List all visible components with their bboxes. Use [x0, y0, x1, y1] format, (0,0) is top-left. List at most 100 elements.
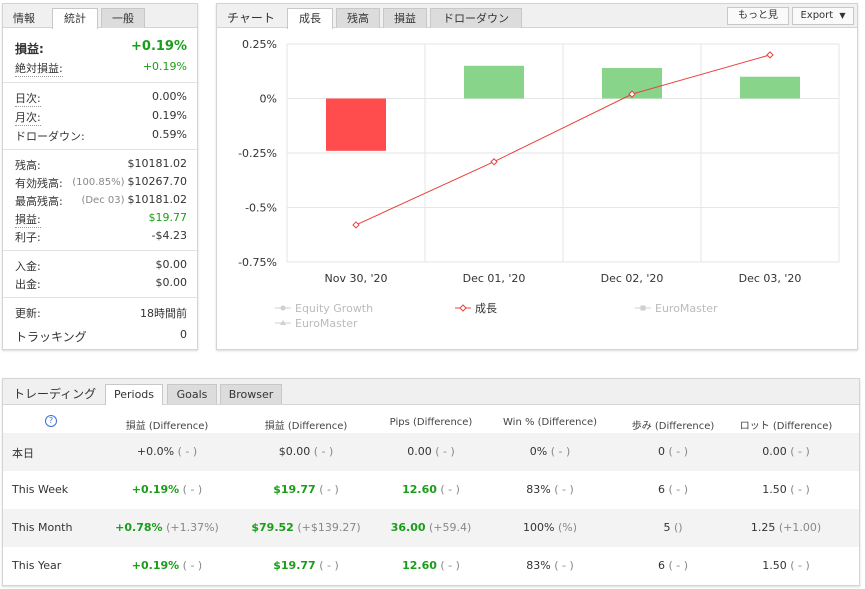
interest-value: -$4.23: [151, 229, 187, 242]
tab-balance[interactable]: 残高: [336, 8, 380, 28]
y-tick-label: 0.25%: [242, 38, 277, 51]
y-tick-label: -0.25%: [238, 147, 277, 160]
abs-gain-label[interactable]: 絶対損益:: [15, 62, 63, 77]
cell-difference: ( - ): [790, 445, 810, 458]
cell-difference: ( - ): [440, 559, 460, 572]
cell-difference: ( - ): [319, 483, 339, 496]
daily-label[interactable]: 日次:: [15, 92, 41, 107]
highest-row: 最高残高: (Dec 03) $10181.02: [15, 193, 187, 210]
cell-difference: ( - ): [182, 483, 203, 496]
table-cell: 5 (): [603, 521, 743, 534]
table-cell: 0% ( - ): [480, 445, 620, 458]
cell-difference: (+59.4): [429, 521, 472, 534]
table-cell: $79.52 (+$139.27): [236, 521, 376, 534]
x-tick-label: Dec 03, '20: [739, 272, 802, 285]
legend-label[interactable]: EuroMaster: [295, 317, 358, 330]
column-header[interactable]: Pips (Difference): [389, 417, 473, 428]
legend-marker: [459, 304, 467, 312]
cell-value: 6: [657, 559, 665, 572]
table-cell: $19.77 ( - ): [236, 483, 376, 496]
drawdown-row: ドローダウン: 0.59%: [15, 128, 187, 145]
data-point: [766, 51, 774, 59]
table-cell: 1.25 (+1.00): [716, 521, 856, 534]
column-header[interactable]: Win % (Difference): [503, 417, 597, 428]
chart-title: チャート: [227, 11, 275, 25]
tab-drawdown[interactable]: ドローダウン: [430, 8, 522, 28]
daily-row: 日次: 0.00%: [15, 90, 187, 107]
export-button[interactable]: Export ▼: [792, 7, 854, 25]
trading-title: トレーディング: [13, 387, 97, 401]
help-icon[interactable]: ?: [45, 415, 57, 427]
profit-label[interactable]: 損益:: [15, 213, 41, 228]
highest-value: $10181.02: [127, 193, 188, 206]
profit-row: 損益: $19.77: [15, 211, 187, 228]
tab-growth[interactable]: 成長: [287, 8, 333, 29]
legend-label[interactable]: Equity Growth: [295, 302, 373, 315]
x-tick-label: Nov 30, '20: [325, 272, 388, 285]
table-cell: 1.50 ( - ): [716, 559, 856, 572]
divider: [3, 297, 199, 298]
monthly-label[interactable]: 月次:: [15, 111, 41, 126]
equity-row: 有効残高: (100.85%) $10267.70: [15, 175, 187, 192]
cell-difference: ( - ): [668, 483, 689, 496]
cell-value: +0.78%: [115, 521, 163, 534]
table-cell: 6 ( - ): [603, 559, 743, 572]
legend-label[interactable]: 成長: [475, 302, 497, 315]
cell-value: 36.00: [390, 521, 426, 534]
cell-value: 0%: [529, 445, 548, 458]
tracking-value: 0: [180, 328, 187, 341]
row-label: This Week: [12, 483, 69, 496]
column-header[interactable]: 損益 (Difference): [125, 421, 209, 432]
cell-value: $79.52: [251, 521, 294, 534]
table-cell: 36.00 (+59.4): [361, 521, 501, 534]
withdrawals-value: $0.00: [155, 276, 188, 289]
tab-periods[interactable]: Periods: [105, 384, 163, 405]
tab-goals[interactable]: Goals: [167, 384, 217, 404]
tab-stats[interactable]: 統計: [52, 8, 98, 29]
cell-value: 83%: [526, 559, 551, 572]
cell-difference: ( - ): [313, 445, 334, 458]
growth-chart: 0.25% 0% -0.25% -0.5% -0.75% Nov 30, '20 Dec 0…: [238, 38, 840, 330]
data-point: [628, 90, 636, 98]
table-cell: 1.50 ( - ): [716, 483, 856, 496]
x-tick-label: Dec 02, '20: [601, 272, 664, 285]
table-cell: 12.60 ( - ): [361, 559, 501, 572]
tab-info-title[interactable]: 情報: [13, 12, 35, 25]
cell-value: 100%: [523, 521, 555, 534]
tab-profit[interactable]: 損益: [383, 8, 427, 28]
cell-value: 12.60: [402, 483, 437, 496]
table-cell: 0.00 ( - ): [361, 445, 501, 458]
y-tick-label: -0.5%: [245, 202, 277, 215]
column-header[interactable]: 損益 (Difference): [264, 421, 348, 432]
cell-difference: (+1.37%): [166, 521, 219, 534]
table-cell: 0 ( - ): [603, 445, 743, 458]
cell-value: 0.00: [407, 445, 432, 458]
withdrawals-label: 出金:: [15, 278, 41, 291]
table-cell: +0.19% ( - ): [97, 483, 237, 496]
more-button[interactable]: もっと見: [727, 7, 789, 25]
tracking-row: トラッキング 0: [15, 328, 187, 345]
withdrawals-row: 出金: $0.00: [15, 276, 187, 293]
balance-row: 残高: $10181.02: [15, 157, 187, 174]
cell-value: +0.19%: [131, 559, 180, 572]
column-header[interactable]: ロット (Difference): [739, 421, 833, 432]
bar: [740, 76, 800, 99]
chart-panel: チャート 成長 残高 損益 ドローダウン もっと見 Export ▼ 0.25%…: [216, 3, 858, 350]
chevron-down-icon: ▼: [839, 11, 846, 20]
cell-difference: ( - ): [440, 483, 460, 496]
legend-label[interactable]: EuroMaster: [655, 302, 718, 315]
cell-value: 1.50: [762, 483, 787, 496]
cell-difference: ( - ): [182, 559, 203, 572]
legend-marker: [280, 320, 286, 325]
cell-value: 0.00: [762, 445, 787, 458]
tab-general[interactable]: 一般: [101, 8, 145, 28]
tab-browser[interactable]: Browser: [220, 384, 282, 404]
table-cell: +0.19% ( - ): [97, 559, 237, 572]
divider: [3, 250, 199, 251]
monthly-value: 0.19%: [152, 109, 187, 122]
table-row: 本日 +0.0% ( - ) $0.00 ( - ) 0.00 ( - ) 0% ( -…: [3, 433, 859, 471]
cell-value: 6: [657, 483, 665, 496]
cell-value: $0.00: [278, 445, 311, 458]
bar: [326, 98, 386, 151]
column-header[interactable]: 歩み (Difference): [631, 421, 715, 432]
